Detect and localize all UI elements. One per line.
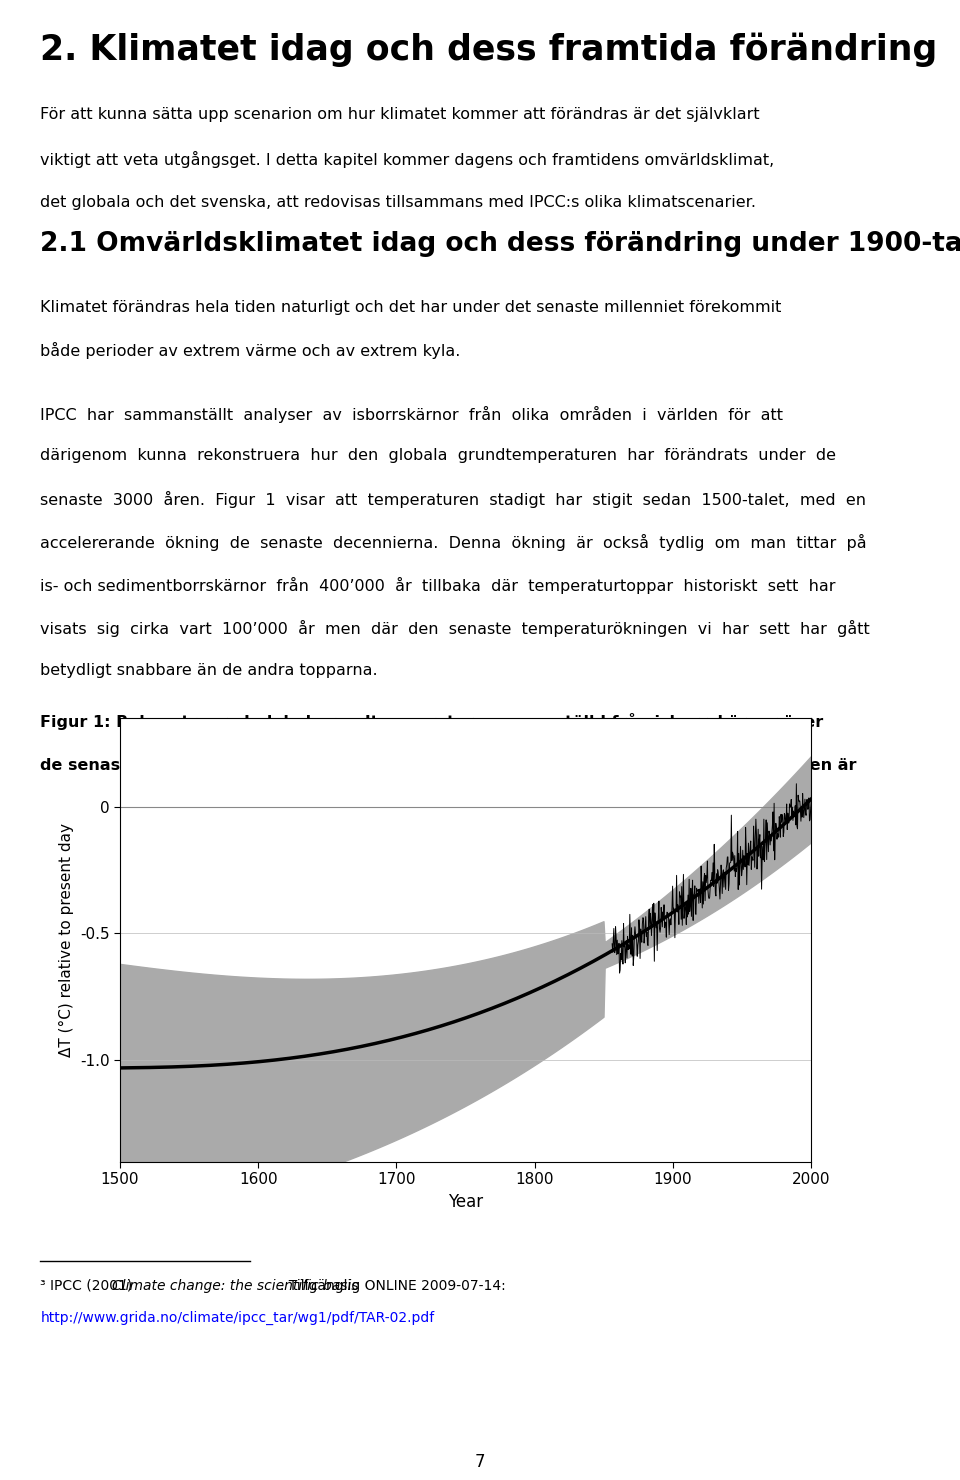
Text: För att kunna sätta upp scenarion om hur klimatet kommer att förändras är det sj: För att kunna sätta upp scenarion om hur… [40, 107, 760, 121]
Text: IPCC  har  sammanställt  analyser  av  isborrskärnor  från  olika  områden  i  v: IPCC har sammanställt analyser av isborr… [40, 406, 783, 422]
Text: ³ IPCC (2001): ³ IPCC (2001) [40, 1279, 137, 1292]
Text: http://www.grida.no/climate/ipcc_tar/wg1/pdf/TAR-02.pdf: http://www.grida.no/climate/ipcc_tar/wg1… [40, 1311, 435, 1326]
Text: de senaste fem seklen. Det gråa fältet beskriver avvikelser och den svarta smala: de senaste fem seklen. Det gråa fältet b… [40, 756, 857, 773]
Y-axis label: ΔT (°C) relative to present day: ΔT (°C) relative to present day [60, 823, 75, 1057]
Text: senaste  3000  åren.  Figur  1  visar  att  temperaturen  stadigt  har  stigit  : senaste 3000 åren. Figur 1 visar att tem… [40, 491, 866, 508]
Text: därigenom  kunna  rekonstruera  hur  den  globala  grundtemperaturen  har  förän: därigenom kunna rekonstruera hur den glo… [40, 448, 836, 463]
Text: . Tillgänglig ONLINE 2009-07-14:: . Tillgänglig ONLINE 2009-07-14: [280, 1279, 506, 1292]
Text: accelererande  ökning  de  senaste  decennierna.  Denna  ökning  är  också  tydl: accelererande ökning de senaste decennie… [40, 534, 867, 551]
Text: Klimatet förändras hela tiden naturligt och det har under det senaste millenniet: Klimatet förändras hela tiden naturligt … [40, 300, 781, 315]
Text: is- och sedimentborrskärnor  från  400’000  år  tillbaka  där  temperaturtoppar : is- och sedimentborrskärnor från 400’000… [40, 577, 836, 593]
Text: 2.1 Omvärldsklimatet idag och dess förändring under 1900-talet: 2.1 Omvärldsklimatet idag och dess förän… [40, 231, 960, 258]
Text: Climate change: the scientific basis: Climate change: the scientific basis [112, 1279, 359, 1292]
Text: 7: 7 [475, 1453, 485, 1471]
Text: Figur 1: Rekonstruerad global grundtemperatur sammanställd från isborrskärnor öv: Figur 1: Rekonstruerad global grundtempe… [40, 713, 824, 730]
Text: betydligt snabbare än de andra topparna.: betydligt snabbare än de andra topparna. [40, 663, 378, 678]
Text: det globala och det svenska, att redovisas tillsammans med IPCC:s olika klimatsc: det globala och det svenska, att redovis… [40, 195, 756, 210]
X-axis label: Year: Year [448, 1193, 483, 1211]
Text: 2. Klimatet idag och dess framtida förändring: 2. Klimatet idag och dess framtida förän… [40, 33, 938, 67]
Text: både perioder av extrem värme och av extrem kyla.: både perioder av extrem värme och av ext… [40, 342, 461, 358]
Text: visats  sig  cirka  vart  100’000  år  men  där  den  senaste  temperaturökninge: visats sig cirka vart 100’000 år men där… [40, 620, 870, 636]
Text: viktigt att veta utgångsget. I detta kapitel kommer dagens och framtidens omvärl: viktigt att veta utgångsget. I detta kap… [40, 151, 775, 167]
Text: temperaturmätningar från mitten av 1800-talet³.: temperaturmätningar från mitten av 1800-… [257, 799, 703, 815]
